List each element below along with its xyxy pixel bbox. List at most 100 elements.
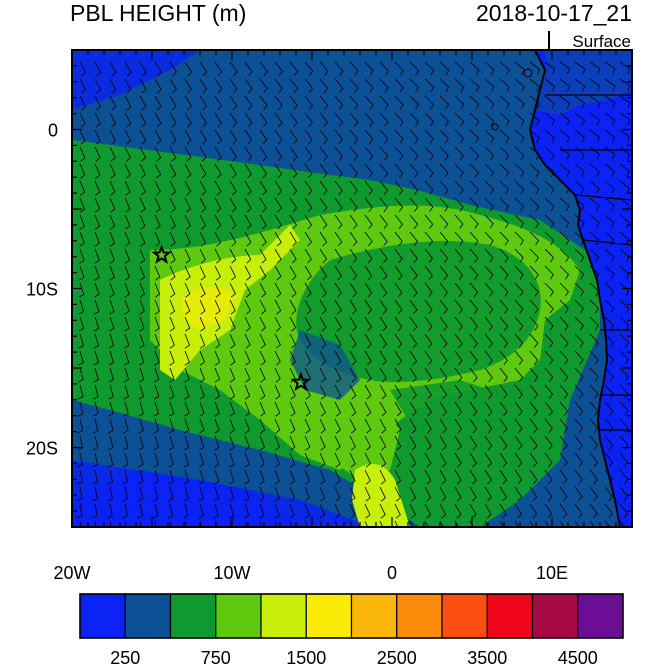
wind-barb [439,129,449,144]
wind-barb [424,231,434,246]
wind-barb [379,435,387,451]
wind-barb [469,333,478,349]
wind-barb [124,180,131,196]
wind-barb [213,469,220,485]
wind-barb [559,299,569,314]
colorbar [79,593,624,639]
wind-barb [169,299,176,315]
wind-barb [319,333,327,349]
wind-barb [229,401,235,417]
wind-barb [364,95,374,110]
wind-barb [274,61,283,76]
wind-barb [123,367,130,383]
wind-barb [409,503,417,519]
wind-barb [409,231,419,246]
wind-barb [199,282,206,298]
wind-barb [139,197,146,213]
wind-barb [109,78,117,94]
wind-barb [214,265,221,281]
wind-barb [184,384,190,400]
wind-barb [514,214,525,229]
wind-barb [334,163,343,179]
wind-barb [424,163,434,178]
wind-barb [123,384,129,400]
wind-barb [123,333,130,349]
wind-barb [604,214,615,228]
wind-barb [259,265,267,281]
wind-barb [529,112,540,126]
wind-barb [529,401,538,416]
wind-barb [304,61,314,76]
wind-barb [544,78,556,92]
wind-barb [214,333,221,349]
wind-barb [124,197,131,213]
wind-barb [394,520,399,527]
wind-barb [169,95,177,111]
wind-barb [529,435,538,451]
wind-barb [138,367,145,383]
wind-barb [304,384,311,400]
wind-barb [409,112,419,127]
wind-barb [559,367,569,382]
wind-barb [394,197,404,212]
wind-barb [244,469,250,485]
wind-barb [364,418,372,434]
wind-barb [394,367,402,383]
wind-barb [574,197,585,211]
wind-barb [529,61,541,75]
wind-barb [529,418,538,434]
wind-barb [454,95,465,110]
wind-barb [589,503,598,519]
wind-barb [184,299,191,315]
wind-barb [589,316,599,331]
wind-barb [574,384,584,399]
wind-barb [364,129,374,144]
wind-barb [349,231,358,247]
wind-barb [424,61,435,76]
wind-barb [334,95,344,110]
wind-barb [619,214,630,228]
wind-barb [244,197,252,213]
wind-barb [529,214,540,229]
wind-barb [244,520,248,527]
wind-barb [274,384,281,400]
wind-barb [544,61,556,75]
lon-tick-label: 10E [536,563,568,583]
station-markers [151,244,312,392]
wind-barb [364,520,369,527]
wind-barb [409,180,419,195]
wind-barb [589,214,600,228]
wind-barb [499,418,508,434]
wind-barb [559,265,570,280]
wind-barb [153,452,159,468]
map-panel [72,50,632,527]
wind-barb [379,112,389,127]
wind-barb [183,469,189,485]
wind-barb [169,350,175,366]
colorbar-swatch [260,593,307,639]
colorbar-label: 4500 [558,648,598,667]
wind-barb [199,95,208,111]
wind-barb [94,112,101,128]
wind-barb [574,248,585,263]
wind-barb [469,146,480,161]
wind-barb [379,282,388,298]
wind-barb [484,248,494,263]
wind-barb [334,129,344,144]
wind-barb [529,299,539,314]
wind-barb [79,61,87,77]
colorbar-label: 3500 [467,648,507,667]
wind-barb [214,197,222,213]
wind-barb [304,316,312,332]
wind-barb [304,231,313,247]
wind-barb [319,282,327,298]
wind-barb [259,231,267,247]
wind-barb [214,435,220,451]
wind-barb [439,520,444,527]
wind-barb [364,299,373,315]
wind-barb [619,163,630,177]
wind-barb [364,401,372,417]
wind-barb [94,265,100,281]
wind-barb [469,401,478,417]
wind-barb [244,146,253,162]
